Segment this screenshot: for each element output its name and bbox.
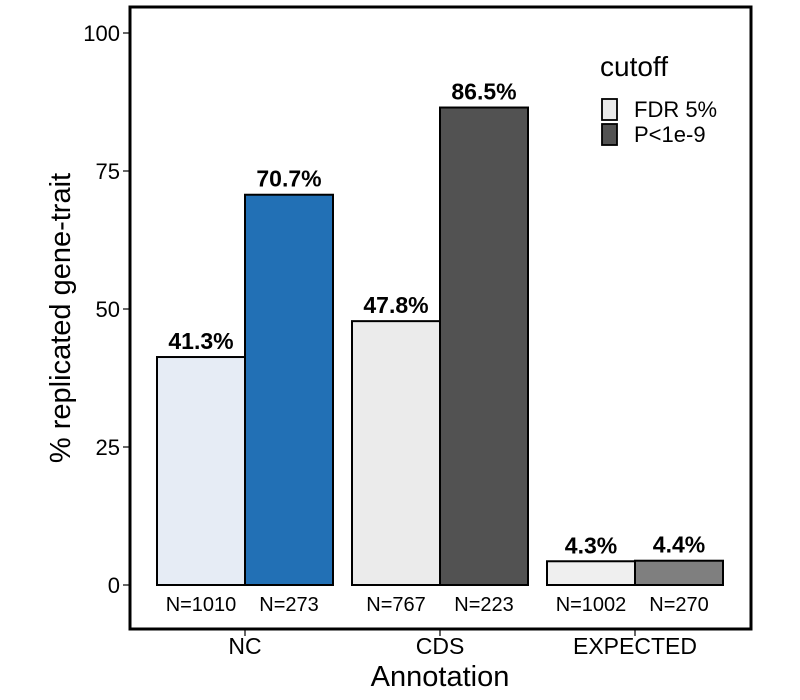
bar	[546, 560, 636, 586]
x-tick-label: EXPECTED	[573, 633, 697, 659]
legend-key	[601, 123, 618, 146]
x-tick-label: NC	[228, 633, 261, 659]
legend-label: FDR 5%	[634, 97, 717, 122]
bar	[634, 559, 724, 586]
bars-layer	[156, 106, 724, 587]
bar-count-label: N=273	[259, 594, 319, 616]
bar	[439, 106, 529, 587]
bar-count-label: N=270	[649, 594, 709, 616]
y-tick-label: 75	[96, 159, 120, 184]
y-tick-label: 25	[96, 435, 120, 460]
legend-label: P<1e-9	[634, 122, 706, 147]
x-axis-title: Annotation	[371, 661, 510, 693]
bar-value-label: 47.8%	[363, 292, 428, 318]
bar	[351, 320, 441, 586]
bar	[156, 356, 246, 586]
bar-count-label: N=767	[366, 594, 426, 616]
bar	[244, 193, 334, 586]
y-tick-label: 50	[96, 297, 120, 322]
y-axis-title: % replicated gene-trait	[45, 173, 77, 463]
plot-panel-border	[128, 5, 753, 631]
bar-value-label: 4.3%	[565, 532, 617, 558]
legend-title: cutoff	[600, 51, 668, 82]
y-tick-label: 0	[108, 573, 120, 598]
bar-count-label: N=1002	[556, 594, 627, 616]
bar-value-label: 41.3%	[168, 328, 233, 354]
y-tick-label: 100	[83, 21, 120, 46]
bar-count-label: N=223	[454, 594, 514, 616]
bar-value-label: 4.4%	[653, 532, 705, 558]
bar-value-label: 70.7%	[256, 166, 321, 192]
legend-key	[601, 98, 618, 121]
axes-layer: 0 25 50 75 100 NC CDS EXPECTED	[83, 21, 697, 659]
bar-count-label: N=1010	[166, 594, 237, 616]
bar-value-label: 86.5%	[451, 79, 516, 105]
x-tick-label: CDS	[416, 633, 465, 659]
legend: cutoff FDR 5%P<1e-9	[600, 51, 717, 147]
labels-layer: 41.3% N=1010 70.7% N=273 47.8% N=767 86.5% N=22…	[166, 79, 709, 616]
